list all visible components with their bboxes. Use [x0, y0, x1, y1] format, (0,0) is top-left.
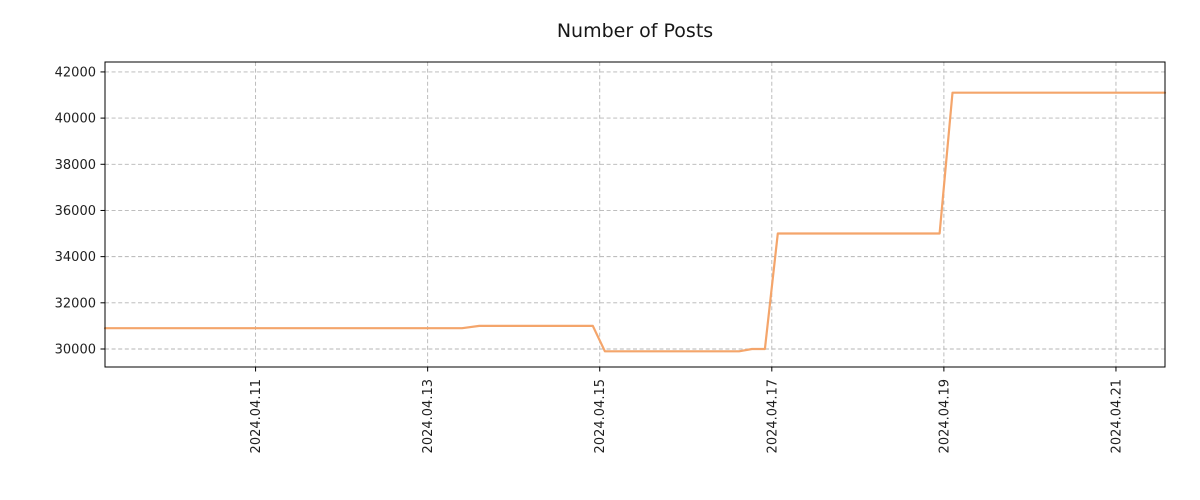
- x-tick-label: 2024.04.19: [937, 379, 952, 453]
- chart-title: Number of Posts: [557, 20, 713, 42]
- y-tick-label: 38000: [55, 158, 96, 173]
- x-tick-label: 2024.04.15: [593, 379, 608, 453]
- x-tick-label: 2024.04.17: [765, 379, 780, 453]
- series-line: [103, 91, 1167, 353]
- y-tick-label: 34000: [55, 250, 96, 265]
- y-tick-label: 30000: [55, 342, 96, 357]
- y-tick-label: 40000: [55, 112, 96, 127]
- plot-area: 30000 32000 34000 36000 38000 40000 42000 2024.…: [55, 61, 1167, 453]
- y-tick-label: 36000: [55, 204, 96, 219]
- x-tick-label: 2024.04.11: [249, 379, 264, 453]
- plot-border: [104, 61, 1166, 368]
- y-tick-label: 42000: [55, 65, 96, 80]
- x-tick-label: 2024.04.21: [1109, 379, 1124, 453]
- x-tick-label: 2024.04.13: [421, 379, 436, 453]
- y-tick-label: 32000: [55, 296, 96, 311]
